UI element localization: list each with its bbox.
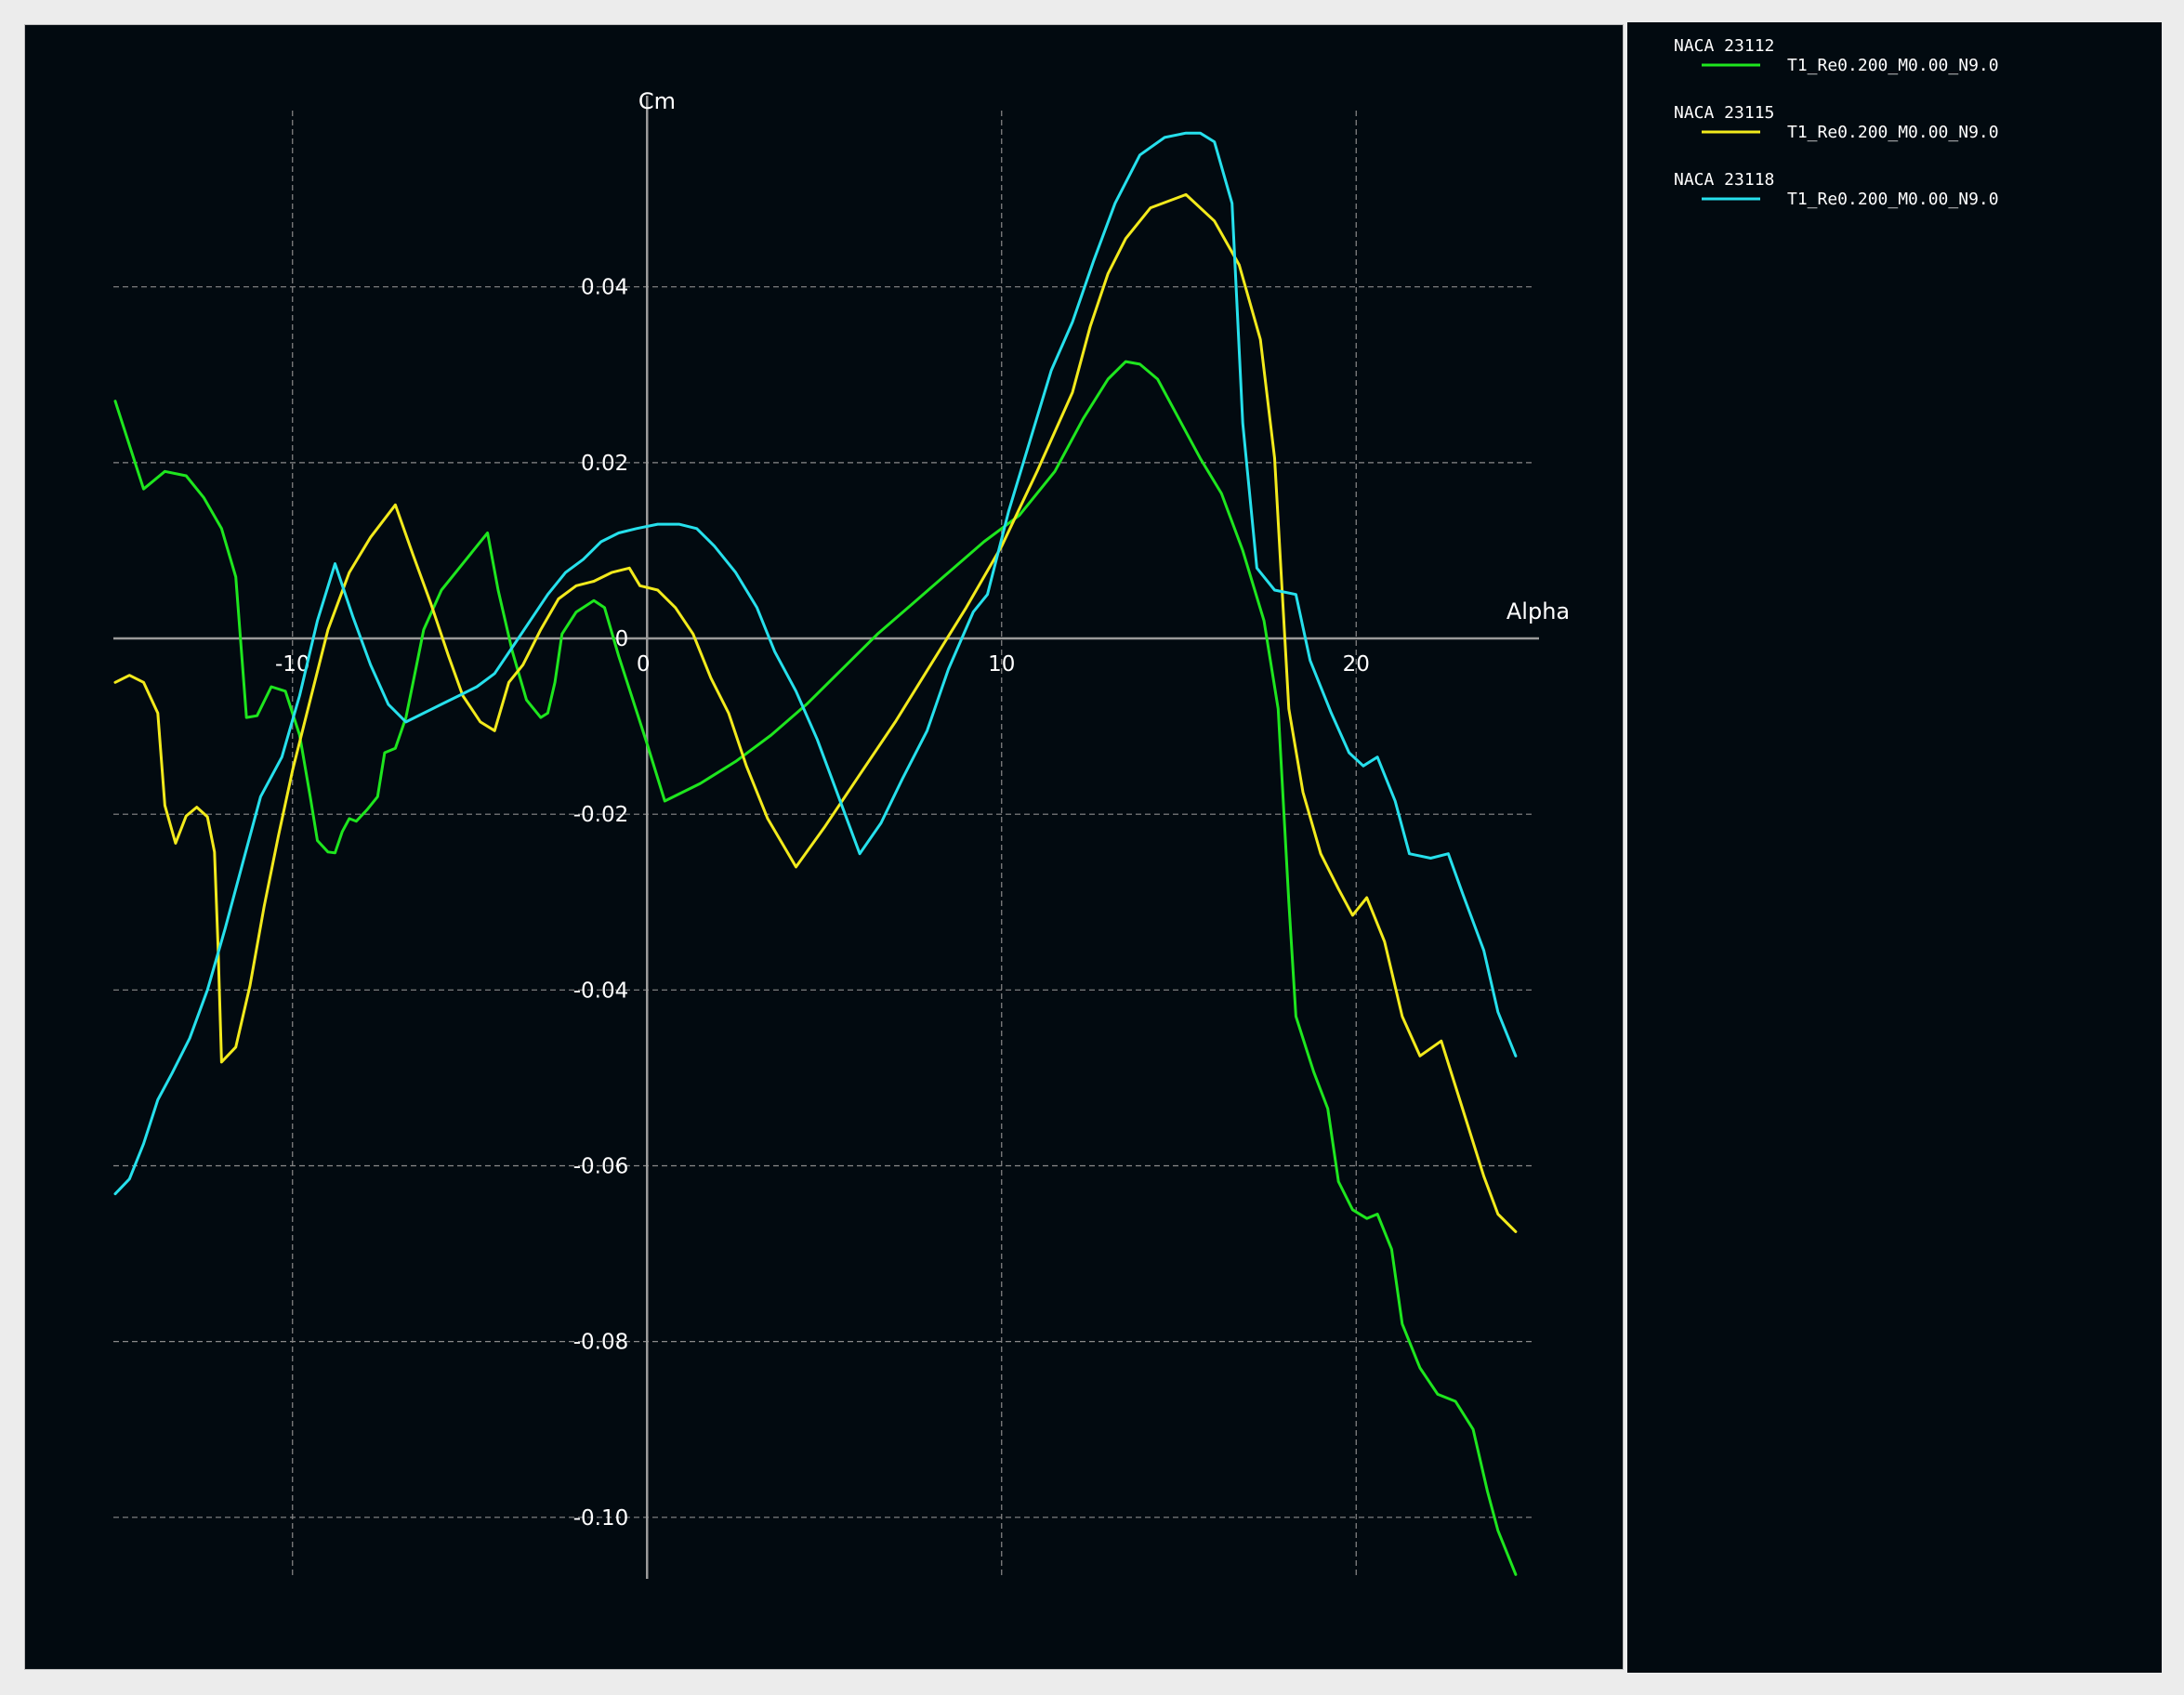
cm-vs-alpha-chart: -10 10 20-0.10-0.08-0.06-0.04-0.020.020.04… [113,88,1570,1579]
x-tick-label: 10 [988,652,1015,677]
y-tick-label: 0.02 [581,452,628,476]
series-line-3 [113,131,1518,1196]
legend-entry-label: T1_Re0.200_M0.00_N9.0 [1787,190,1999,209]
legend-entry-name: NACA 23112 [1674,36,1774,56]
series-line-2 [113,192,1518,1233]
legend: NACA 23112 T1_Re0.200_M0.00_N9.0 NACA 2311… [1674,36,1999,209]
y-axis-label: Cm [638,88,676,114]
y-origin-label: 0 [615,627,629,651]
tick-labels: -10 10 20-0.10-0.08-0.06-0.04-0.020.020.04… [275,276,1370,1531]
series-line-1 [113,360,1518,1576]
grid-lines [113,111,1533,1579]
x-axis-label: Alpha [1506,598,1570,624]
x-tick-label: 20 [1343,652,1370,677]
plot-panel: -10 10 20 -0.10 -0.08 -0.06 -0.04 -0.02 0.02 0.04… [24,24,1624,1670]
legend-entry-name: NACA 23118 [1674,170,1774,190]
y-tick-label: -0.06 [573,1154,629,1178]
y-tick-label: -0.02 [573,803,629,827]
y-tick-label: -0.10 [573,1506,629,1531]
legend-entry-name: NACA 23115 [1674,103,1774,123]
y-tick-label: -0.04 [573,979,629,1003]
legend-entry-label: T1_Re0.200_M0.00_N9.0 [1787,56,1999,75]
x-origin-label: 0 [637,652,651,677]
legend-entry-label: T1_Re0.200_M0.00_N9.0 [1787,123,1999,142]
axes [113,96,1539,1579]
y-tick-label: 0.04 [581,276,628,300]
legend-panel: NACA 23112 T1_Re0.200_M0.00_N9.0 NACA 2311… [1627,22,2162,1673]
series-lines [113,131,1518,1576]
y-tick-label: -0.08 [573,1331,629,1355]
